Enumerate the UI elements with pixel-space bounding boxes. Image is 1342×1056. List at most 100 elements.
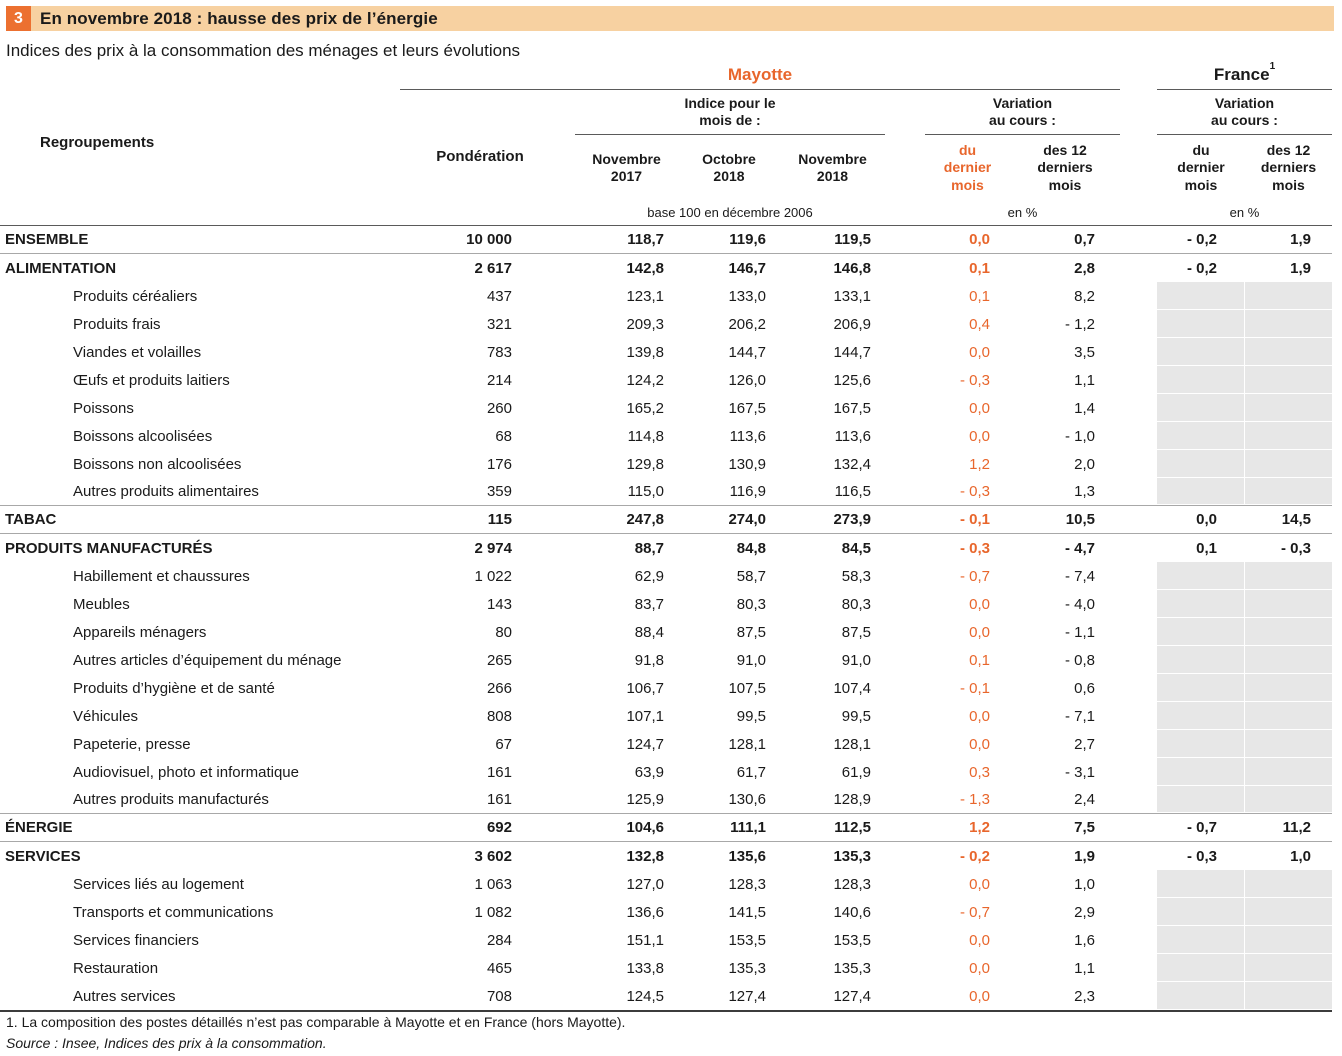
ponderation-value: 692 <box>486 819 512 836</box>
empty-cell-france <box>1157 954 1245 982</box>
empty-cell-france <box>1157 702 1245 730</box>
index-nov-2018: 116,5 <box>834 483 871 500</box>
ponderation-value: 465 <box>486 959 512 977</box>
index-nov-2017: 129,8 <box>626 455 664 473</box>
row-label: Restauration <box>73 959 159 977</box>
index-oct-2018: 127,4 <box>728 987 766 1005</box>
variation-last-month-mayotte: 0,0 <box>969 231 990 248</box>
index-nov-2017: 91,8 <box>634 651 664 669</box>
index-nov-2018: 144,7 <box>833 343 871 361</box>
index-oct-2018: 130,9 <box>728 455 766 473</box>
empty-cell-france <box>1157 758 1245 786</box>
variation-last-month-mayotte: 1,2 <box>969 819 990 836</box>
index-nov-2018: 140,6 <box>833 903 871 921</box>
spacer <box>560 422 575 450</box>
spacer <box>1120 282 1157 310</box>
variation-12-months-mayotte: 2,3 <box>1074 987 1095 1005</box>
table-subtitle: Indices des prix à la consommation des m… <box>6 41 521 60</box>
index-nov-2018: 273,9 <box>833 511 871 528</box>
table-row: SERVICES 3 602 132,8 135,6 135,3 - 0,2 1,9 - 0,… <box>0 842 1332 870</box>
spacer <box>560 366 575 394</box>
row-label: Autres services <box>73 987 176 1005</box>
row-label: Services financiers <box>73 931 199 949</box>
spacer <box>885 422 925 450</box>
table-row: Autres articles d’équipement du ménage 26… <box>0 646 1332 674</box>
price-index-table: Regroupements Mayotte France 1 Indice pou… <box>0 62 1332 1012</box>
spacer <box>560 982 575 1010</box>
index-nov-2018: 135,3 <box>833 959 871 977</box>
index-oct-2018: 113,6 <box>729 427 766 445</box>
table-row: Viandes et volailles 783 139,8 144,7 144,7 0,… <box>0 338 1332 366</box>
row-label: TABAC <box>5 511 57 528</box>
index-nov-2017: 88,7 <box>634 539 664 557</box>
variation-12-months-mayotte: - 1,1 <box>1064 623 1095 641</box>
index-oct-2018: 144,7 <box>728 343 766 361</box>
spacer <box>885 926 925 954</box>
index-nov-2017: 132,8 <box>626 847 664 865</box>
variation-12-months-mayotte: 2,4 <box>1074 791 1095 808</box>
index-nov-2018: 153,5 <box>833 931 871 949</box>
table-row: ALIMENTATION 2 617 142,8 146,7 146,8 0,1 2,8 - … <box>0 254 1332 282</box>
ponderation-value: 115 <box>487 511 512 528</box>
spacer <box>560 226 575 253</box>
spacer <box>885 450 925 478</box>
row-label: Viandes et volailles <box>73 343 202 361</box>
col-header-oct-2018: Octobre 2018 <box>702 150 756 185</box>
spacer <box>1120 422 1157 450</box>
empty-cell-france <box>1157 450 1245 478</box>
variation-12-months-france: 1,0 <box>1290 847 1311 865</box>
ponderation-value: 265 <box>486 651 512 669</box>
table-row: Autres services 708 124,5 127,4 127,4 0,0 2,3 <box>0 982 1332 1010</box>
index-nov-2018: 128,9 <box>833 791 871 808</box>
group-header-variation-france: Variation au cours : <box>1157 90 1332 135</box>
table-row: Œufs et produits laitiers 214 124,2 126,0 12… <box>0 366 1332 394</box>
row-label: Œufs et produits laitiers <box>73 371 230 389</box>
table-row: Audiovisuel, photo et informatique 161 63,… <box>0 758 1332 786</box>
col-header-nov-2018: Novembre 2018 <box>798 150 867 185</box>
variation-12-months-mayotte: - 0,8 <box>1064 651 1095 669</box>
unit-note-pct-france: en % <box>1229 204 1260 220</box>
spacer <box>1120 954 1157 982</box>
row-label: Audiovisuel, photo et informatique <box>73 763 299 781</box>
index-nov-2017: 209,3 <box>626 315 664 333</box>
table-body: ENSEMBLE 10 000 118,7 119,6 119,5 0,0 0,7 - 0,2… <box>0 225 1332 1012</box>
index-nov-2018: 127,4 <box>833 987 871 1005</box>
spacer <box>1120 450 1157 478</box>
spacer <box>885 870 925 898</box>
variation-last-month-mayotte: 0,0 <box>969 399 990 417</box>
index-oct-2018: 107,5 <box>728 679 766 697</box>
row-label: Autres produits alimentaires <box>73 483 259 500</box>
index-oct-2018: 80,3 <box>736 595 766 613</box>
variation-12-months-mayotte: 10,5 <box>1065 511 1095 528</box>
table-row: ENSEMBLE 10 000 118,7 119,6 119,5 0,0 0,7 - 0,2… <box>0 226 1332 254</box>
table-row: Papeterie, presse 67 124,7 128,1 128,1 0,0 2,7 <box>0 730 1332 758</box>
variation-12-months-france: 1,9 <box>1290 231 1311 248</box>
variation-last-month-mayotte: 0,0 <box>969 707 990 725</box>
spacer <box>1120 702 1157 730</box>
spacer <box>560 394 575 422</box>
variation-12-months-mayotte: 1,1 <box>1074 371 1095 389</box>
spacer <box>560 842 575 870</box>
variation-last-month-mayotte: 0,4 <box>969 315 990 333</box>
row-label: ENSEMBLE <box>5 231 89 248</box>
empty-cell-france <box>1245 478 1332 505</box>
variation-12-months-mayotte: - 7,4 <box>1064 567 1095 585</box>
variation-last-month-mayotte: 0,0 <box>969 931 990 949</box>
index-nov-2018: 146,8 <box>833 259 871 277</box>
row-label: ÉNERGIE <box>5 819 73 836</box>
variation-12-months-france: 1,9 <box>1290 259 1311 277</box>
ponderation-value: 783 <box>486 343 512 361</box>
table-row: Poissons 260 165,2 167,5 167,5 0,0 1,4 <box>0 394 1332 422</box>
index-nov-2018: 135,3 <box>833 847 871 865</box>
variation-last-month-mayotte: 0,3 <box>969 763 990 781</box>
col-header-nov-2017: Novembre 2017 <box>592 150 661 185</box>
spacer <box>560 646 575 674</box>
ponderation-value: 143 <box>486 595 512 613</box>
figure-title: En novembre 2018 : hausse des prix de l’… <box>40 8 438 28</box>
index-oct-2018: 84,8 <box>736 539 766 557</box>
index-nov-2017: 62,9 <box>634 567 664 585</box>
empty-cell-france <box>1245 926 1332 954</box>
spacer <box>885 786 925 813</box>
footnotes: 1. La composition des postes détaillés n… <box>6 1012 625 1054</box>
ponderation-value: 266 <box>486 679 512 697</box>
